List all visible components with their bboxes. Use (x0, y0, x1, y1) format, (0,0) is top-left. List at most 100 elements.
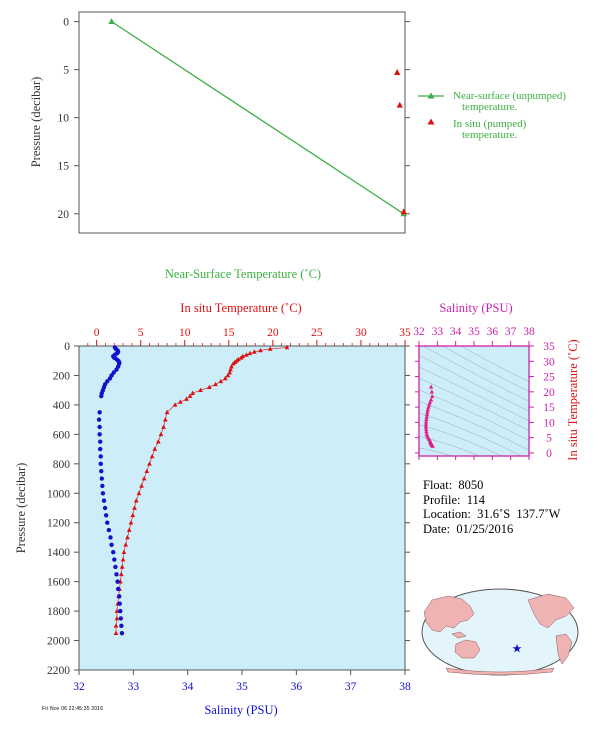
ts-salinity-tick-label: 32 (413, 326, 425, 338)
map-land-australia (454, 639, 481, 659)
temperature-point (258, 347, 263, 353)
pressure-tick-label: 800 (53, 459, 71, 471)
pressure-tick-label: 400 (53, 400, 71, 412)
ts-temperature-tick-label: 20 (543, 387, 555, 399)
density-contour (419, 389, 529, 441)
temperature-tick-label: 0 (94, 327, 100, 339)
ts-point (427, 399, 433, 404)
ts-point (425, 407, 430, 412)
near-surface-plot-frame (78, 11, 406, 234)
salinity-point (117, 601, 122, 606)
temperature-point (218, 378, 224, 384)
density-contour (419, 447, 453, 456)
ts-temperature-tick-label: 0 (546, 448, 552, 460)
near-surface-ylabel: Pressure (decibar) (29, 77, 43, 168)
salinity-point (99, 393, 104, 399)
map-land-north-america (527, 593, 575, 629)
salinity-tick-label: 33 (128, 681, 140, 693)
temperature-point (139, 483, 144, 488)
map-land-asia (423, 595, 475, 633)
top-y-tick-label: 0 (63, 17, 69, 29)
pressure-tick-label: 200 (53, 370, 71, 382)
temperature-point (161, 424, 166, 429)
temperature-point (114, 608, 120, 613)
profile-chart: 0 5 10 15 20 25 30 35 32 33 34 35 36 37 38 0 200 400 600… (14, 301, 411, 717)
pressure-tick-label: 1600 (47, 577, 70, 589)
salinity-point (97, 424, 102, 430)
pressure-tick-label: 2000 (47, 636, 70, 648)
temperature-point (190, 390, 195, 395)
ts-temperature-label: In situ Temperature (˚C) (566, 339, 580, 460)
map-land-south-america (555, 633, 573, 665)
salinity-point (97, 410, 102, 415)
ts-temperature-tick-label: 5 (546, 433, 552, 445)
legend-line-label-1: Near-surface (unpumped) (453, 90, 566, 102)
temperature-point (213, 381, 218, 387)
temperature-point (184, 396, 189, 401)
ts-temperature-tick-label: 15 (543, 402, 555, 414)
salinity-point (115, 586, 121, 592)
temperature-point (177, 399, 183, 404)
ts-plot-background (419, 346, 529, 456)
timestamp-stamp: Fri Nov 06 22:45:35 2016 (42, 706, 104, 712)
in-situ-point (394, 69, 401, 75)
legend-line-label-2: temperature. (462, 101, 518, 113)
salinity-point (100, 483, 105, 489)
profile-plot-frame (78, 345, 406, 671)
top-y-tick-label: 5 (63, 65, 69, 77)
temperature-point (119, 564, 125, 569)
salinity-tick-label: 36 (291, 681, 303, 693)
float-info: Float: 8050 Profile: 114 Location: 31.6˚… (423, 478, 560, 536)
ts-point (423, 421, 429, 426)
ts-point (423, 424, 429, 429)
pressure-tick-label: 0 (64, 341, 70, 353)
ts-point (424, 429, 429, 434)
temperature-point (198, 387, 203, 393)
temperature-point (228, 366, 233, 372)
salinity-point (109, 542, 114, 548)
near-surface-legend: Near-surface (unpumped) temperature. In … (418, 90, 566, 141)
salinity-tick-label: 32 (73, 681, 85, 693)
temperature-point (230, 361, 236, 366)
ts-temperature-tick-label: 10 (543, 417, 555, 429)
temperature-point (120, 556, 126, 562)
temperature-tick-label: 20 (267, 327, 279, 339)
ts-point (423, 419, 429, 424)
map-land-islands (451, 631, 467, 639)
map-land-antarctica (445, 667, 555, 676)
temperature-point (133, 498, 139, 503)
salinity-point (107, 376, 113, 381)
salinity-point (106, 527, 112, 533)
density-contour (419, 354, 529, 412)
density-contour (419, 378, 529, 431)
ts-salinity-tick-label: 37 (505, 326, 517, 338)
temperature-point (118, 571, 124, 577)
legend-point-label-1: In situ (pumped) (453, 118, 527, 130)
legend-point-label-2: temperature. (462, 129, 518, 141)
density-contour (419, 424, 503, 456)
salinity-point (103, 513, 109, 518)
ts-temperature-tick-label: 30 (543, 356, 555, 368)
float-location: Location: 31.6˚S 137.7˚W (423, 507, 561, 521)
in-situ-point (396, 101, 403, 108)
location-map (421, 588, 579, 676)
salinity-point (118, 616, 124, 621)
ts-temperature-tick-label: 35 (543, 341, 555, 353)
salinity-point (112, 557, 117, 562)
salinity-tick-label: 35 (236, 681, 248, 693)
salinity-point (99, 476, 105, 481)
salinity-point (105, 520, 110, 525)
temperature-point (113, 623, 119, 628)
salinity-point (115, 579, 120, 584)
temperature-point (207, 384, 212, 390)
salinity-point (102, 505, 108, 511)
temperature-point (244, 352, 249, 357)
ts-salinity-tick-label: 38 (523, 326, 535, 338)
salinity-point (111, 549, 116, 555)
near-surface-point (108, 18, 115, 25)
salinity-point (98, 454, 103, 459)
density-contour (419, 401, 529, 451)
profile-date: Date: 01/25/2016 (423, 521, 514, 536)
temperature-point (164, 409, 170, 415)
